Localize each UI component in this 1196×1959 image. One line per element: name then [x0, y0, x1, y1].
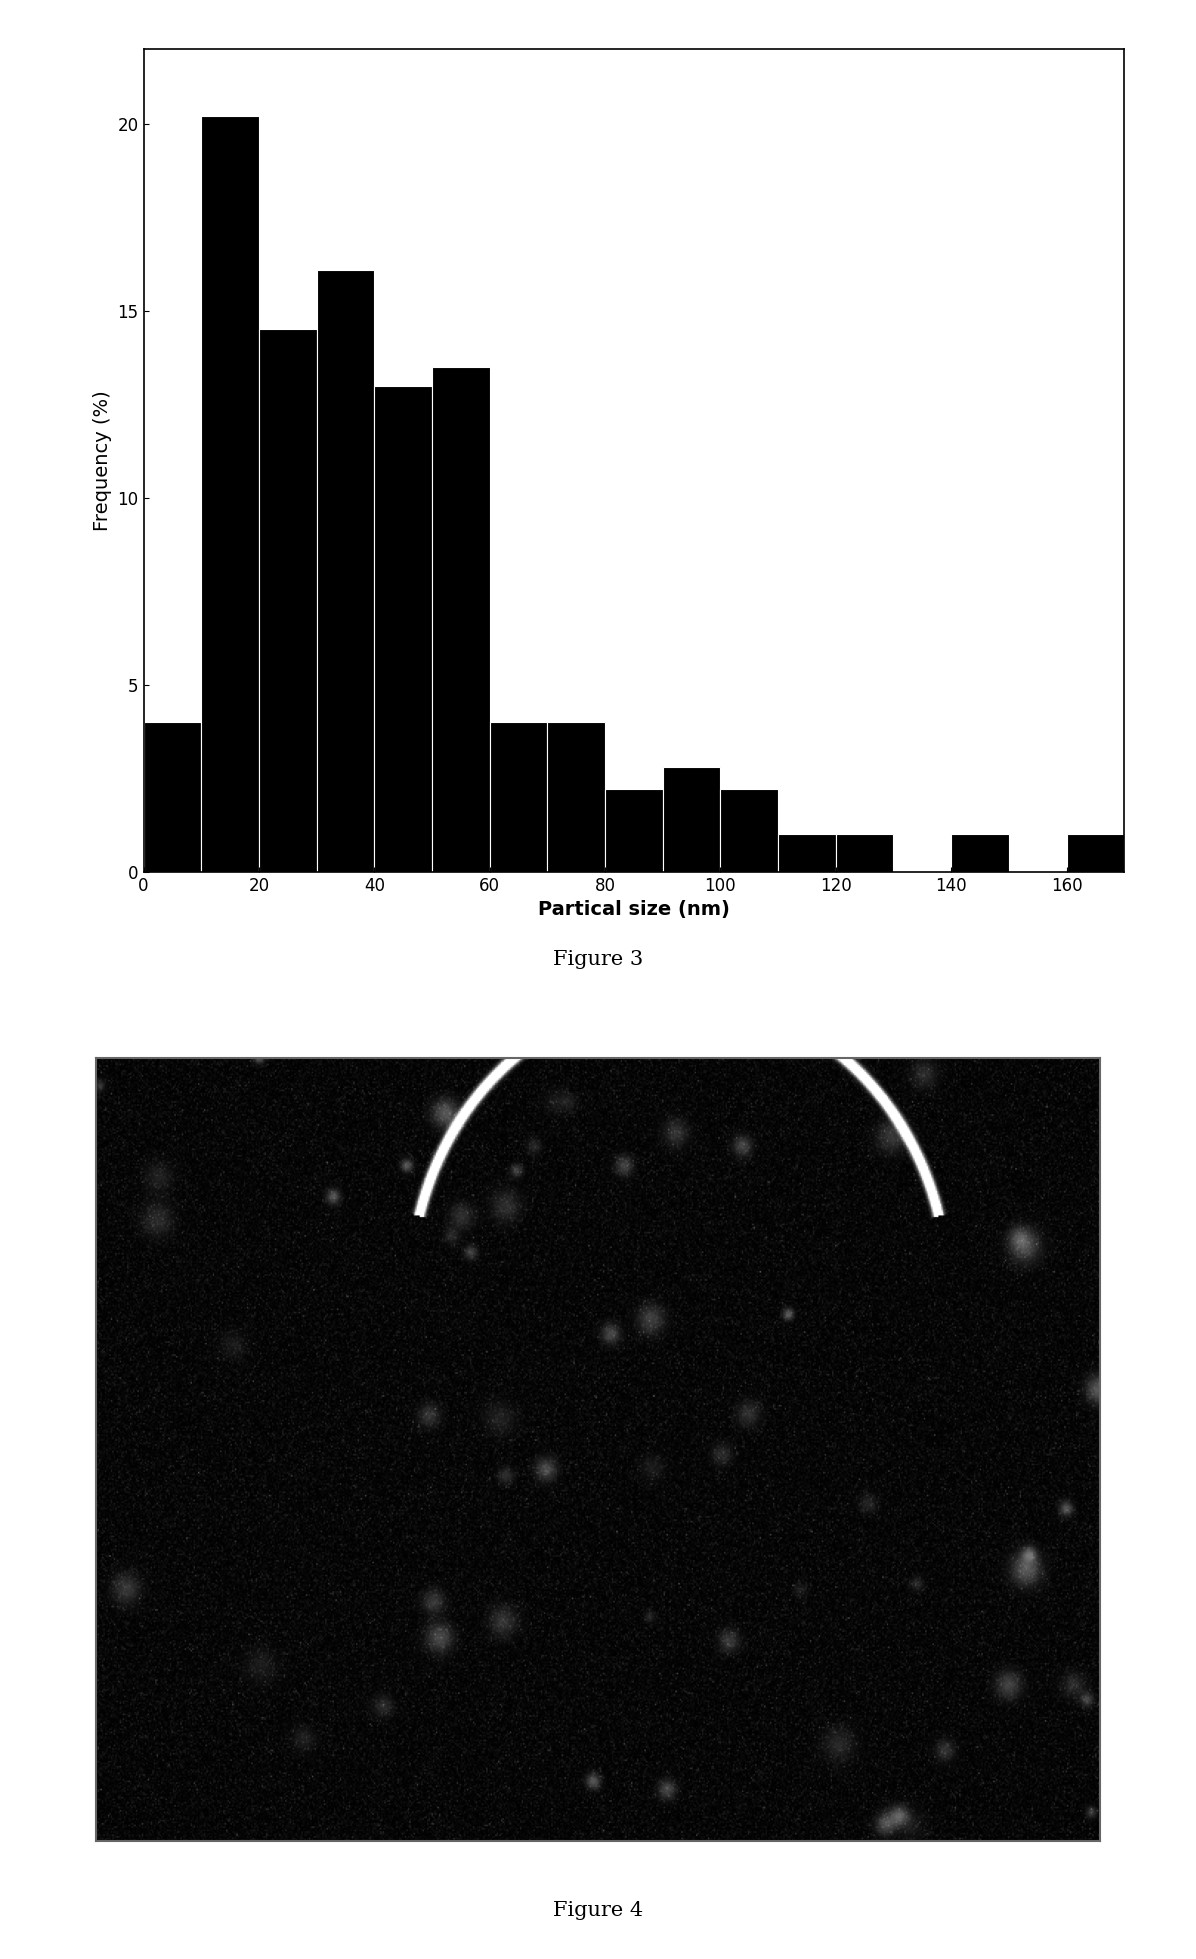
Bar	[201, 116, 258, 872]
Bar	[317, 270, 374, 872]
Bar	[779, 835, 836, 872]
Text: Figure 4: Figure 4	[553, 1900, 643, 1920]
Bar	[548, 723, 605, 872]
Text: Figure 3: Figure 3	[553, 950, 643, 970]
Bar	[951, 835, 1009, 872]
Bar	[489, 723, 548, 872]
Y-axis label: Frequency (%): Frequency (%)	[93, 390, 112, 531]
Bar	[663, 768, 720, 872]
Bar	[836, 835, 893, 872]
Bar	[374, 386, 432, 872]
Bar	[720, 789, 779, 872]
Bar	[144, 723, 201, 872]
Bar	[605, 789, 663, 872]
Bar	[432, 366, 489, 872]
Bar	[258, 329, 317, 872]
Bar	[1067, 835, 1124, 872]
X-axis label: Partical size (nm): Partical size (nm)	[538, 901, 730, 919]
